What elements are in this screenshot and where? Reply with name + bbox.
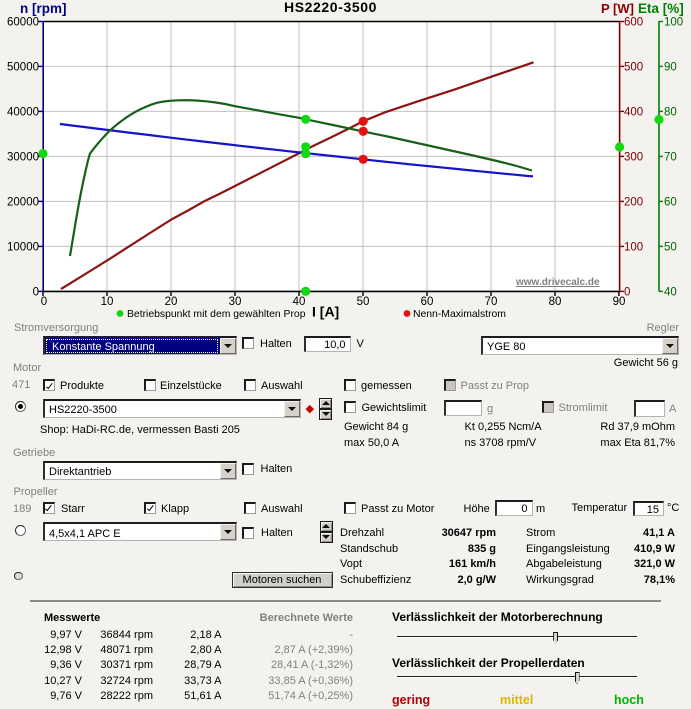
- svg-text:50: 50: [664, 241, 677, 253]
- svg-text:70: 70: [485, 296, 498, 308]
- svg-text:10000: 10000: [7, 241, 39, 253]
- svg-text:500: 500: [624, 61, 643, 73]
- svg-text:0: 0: [624, 286, 630, 298]
- svg-text:600: 600: [624, 17, 643, 29]
- svg-text:90: 90: [664, 61, 677, 73]
- svg-text:Nenn-Maximalstrom: Nenn-Maximalstrom: [413, 309, 506, 320]
- svg-text:50000: 50000: [7, 61, 39, 73]
- svg-text:60: 60: [664, 196, 677, 208]
- svg-text:20000: 20000: [7, 196, 39, 208]
- svg-text:40000: 40000: [7, 106, 39, 118]
- svg-text:100: 100: [664, 17, 683, 29]
- svg-text:0: 0: [41, 296, 47, 308]
- svg-text:www.drivecalc.de: www.drivecalc.de: [515, 277, 600, 288]
- svg-text:I [A]: I [A]: [312, 304, 339, 320]
- svg-text:300: 300: [624, 151, 643, 163]
- svg-text:90: 90: [613, 296, 626, 308]
- svg-text:70: 70: [664, 151, 677, 163]
- svg-text:60000: 60000: [7, 17, 39, 29]
- svg-text:30000: 30000: [7, 151, 39, 163]
- svg-text:n [rpm]: n [rpm]: [20, 1, 67, 16]
- svg-text:100: 100: [624, 241, 643, 253]
- svg-text:80: 80: [549, 296, 562, 308]
- svg-text:P [W]: P [W]: [601, 1, 634, 16]
- svg-text:10: 10: [101, 296, 114, 308]
- svg-text:40: 40: [293, 296, 306, 308]
- svg-text:200: 200: [624, 196, 643, 208]
- svg-text:Betriebspunkt mit dem gewählte: Betriebspunkt mit dem gewählten Prop: [127, 309, 306, 320]
- svg-text:20: 20: [165, 296, 178, 308]
- svg-text:60: 60: [421, 296, 434, 308]
- svg-text:30: 30: [229, 296, 242, 308]
- svg-text:HS2220-3500: HS2220-3500: [284, 0, 377, 15]
- svg-text:Eta [%]: Eta [%]: [638, 1, 684, 16]
- svg-text:80: 80: [664, 106, 677, 118]
- svg-text:400: 400: [624, 106, 643, 118]
- svg-text:40: 40: [664, 286, 677, 298]
- svg-text:50: 50: [357, 296, 370, 308]
- svg-text:0: 0: [33, 286, 39, 298]
